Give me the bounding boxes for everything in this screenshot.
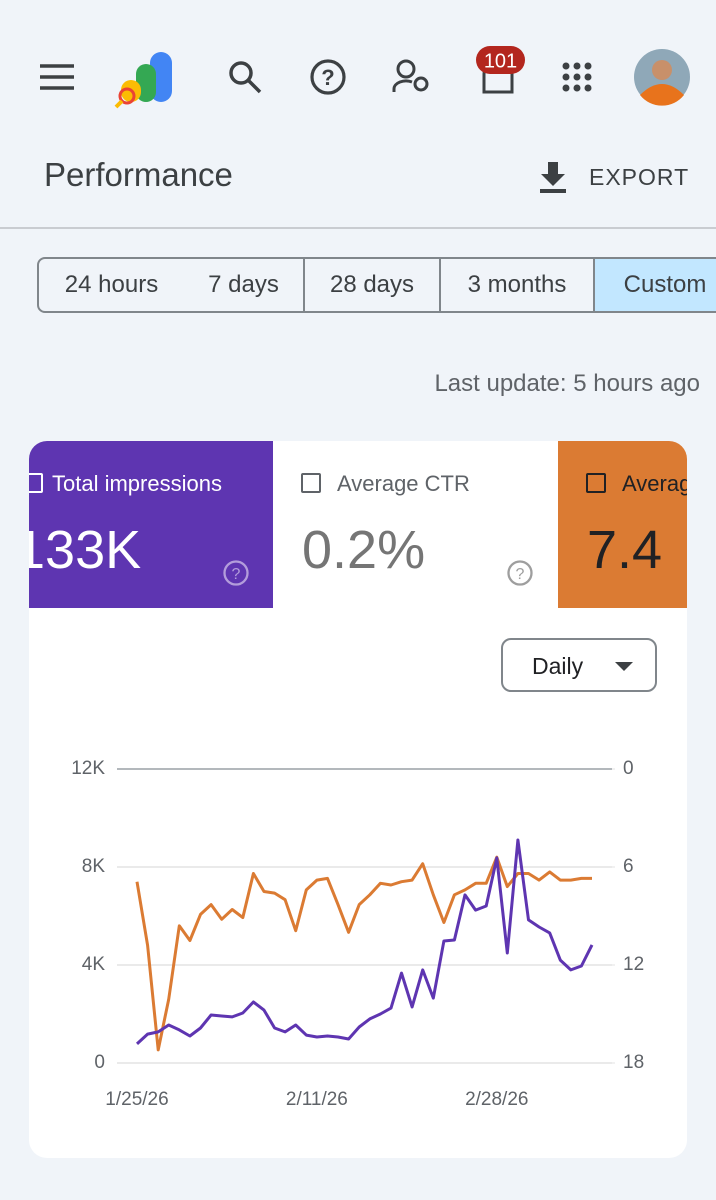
export-icon[interactable] <box>538 160 570 194</box>
impressions-card[interactable]: Total impressions 133K ? <box>29 441 273 608</box>
logo[interactable] <box>114 52 172 109</box>
metric-label: Average CTR <box>337 471 470 496</box>
tab[interactable]: Custom <box>595 257 716 313</box>
granularity-dropdown[interactable]: Daily <box>501 638 657 692</box>
search-icon[interactable] <box>229 61 262 94</box>
metric-value: 133K <box>29 520 142 580</box>
avatar[interactable] <box>634 49 690 106</box>
last-update: Last update: 5 hours ago <box>434 370 700 397</box>
tab[interactable]: 28 days <box>305 257 441 313</box>
checkbox[interactable] <box>586 473 606 493</box>
position-card[interactable]: Average position 7.4 <box>558 441 687 608</box>
checkbox[interactable] <box>301 473 321 493</box>
metric-value: 0.2% <box>302 520 426 580</box>
tab[interactable]: 3 months <box>441 257 595 313</box>
notification-badge: 101 <box>484 50 517 72</box>
notifications-icon[interactable]: 101 <box>476 46 525 94</box>
metric-label: Average position <box>622 471 687 496</box>
svg-text:?: ? <box>321 65 334 90</box>
divider <box>0 227 716 229</box>
checkbox[interactable] <box>29 473 43 493</box>
svg-text:?: ? <box>232 566 241 583</box>
apps-icon[interactable] <box>562 62 592 92</box>
tab[interactable]: 7 days <box>184 257 305 313</box>
metric-value: 7.4 <box>587 520 663 580</box>
help-icon[interactable]: ? <box>222 559 250 587</box>
dropdown-label: Daily <box>532 653 584 679</box>
dropdown-arrow <box>615 662 633 671</box>
metric-label: Total impressions <box>52 471 222 496</box>
performance-card: Total impressions 133K ? Average CTR 0.2… <box>29 441 687 1158</box>
ctr-card[interactable]: Average CTR 0.2% ? <box>273 441 559 608</box>
top-bar: ? 101 <box>40 46 690 109</box>
svg-text:?: ? <box>516 566 525 583</box>
date-range-tabs: 24 hours 7 days 28 days 3 months Custom <box>37 257 716 313</box>
help-icon[interactable]: ? <box>506 559 534 587</box>
tab[interactable]: 24 hours <box>37 257 186 313</box>
account-settings-icon[interactable] <box>392 59 429 92</box>
help-icon[interactable]: ? <box>310 59 346 95</box>
export-button[interactable]: EXPORT <box>589 164 690 190</box>
menu-icon[interactable] <box>40 64 74 90</box>
page-title: Performance <box>44 156 233 193</box>
